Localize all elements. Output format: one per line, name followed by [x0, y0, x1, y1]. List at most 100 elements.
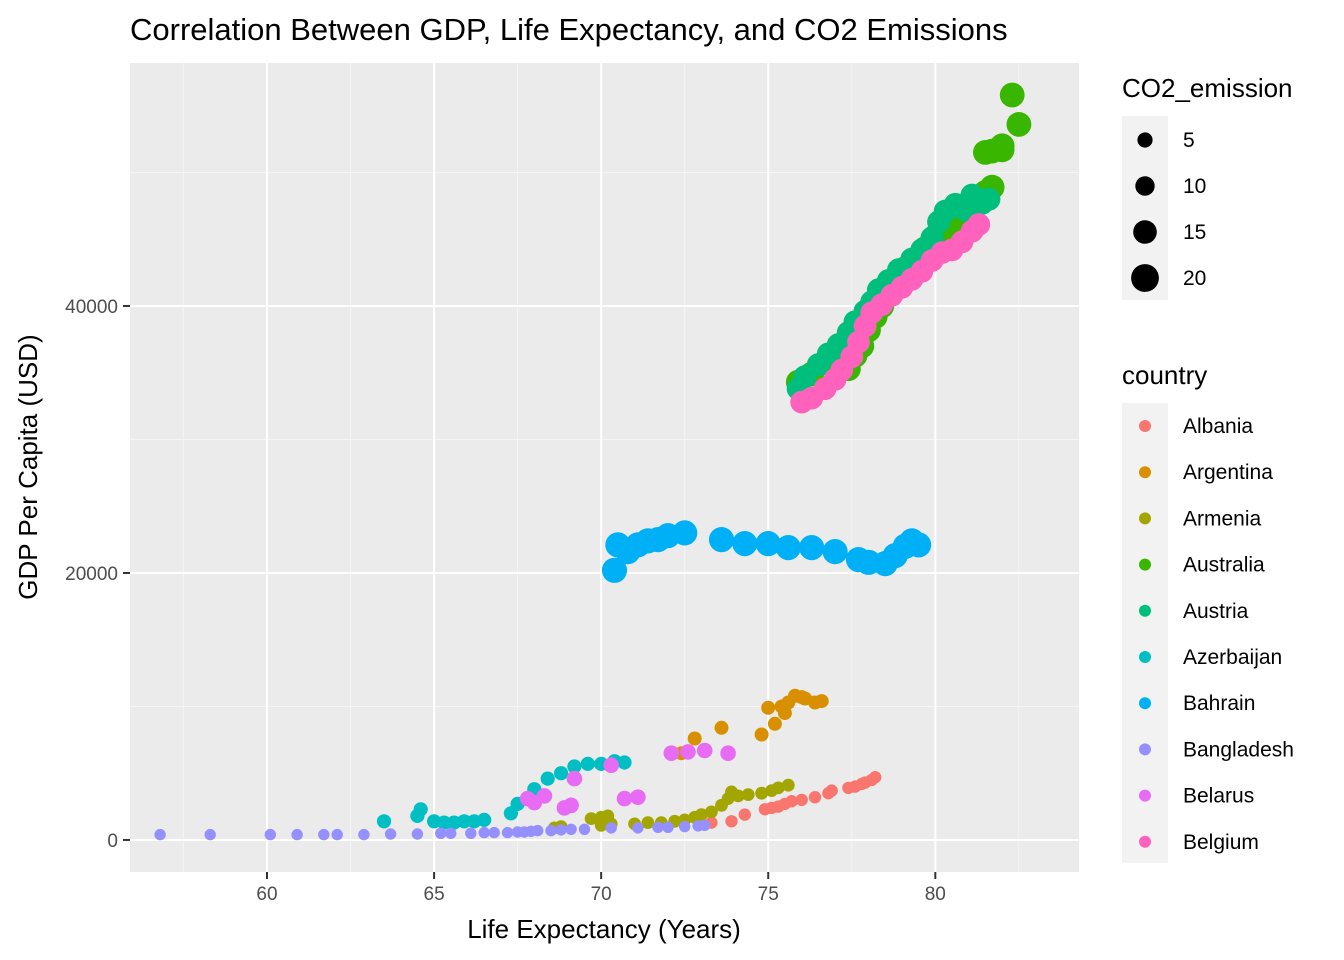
data-point	[906, 532, 932, 558]
series-argentina	[674, 688, 829, 761]
data-point	[732, 531, 758, 557]
country-legend-label: Bahrain	[1183, 692, 1255, 715]
data-point	[731, 789, 745, 803]
data-point	[578, 823, 591, 835]
data-point	[540, 771, 555, 786]
series-albania	[705, 771, 882, 829]
country-legend-label: Albania	[1183, 415, 1253, 438]
data-point	[331, 828, 343, 841]
data-point	[435, 827, 447, 839]
data-point	[741, 788, 755, 801]
data-point	[738, 808, 751, 821]
data-point	[785, 795, 798, 808]
data-points	[154, 82, 1032, 841]
data-point	[754, 727, 769, 742]
data-point	[725, 815, 738, 828]
data-point	[767, 716, 782, 731]
data-point	[989, 137, 1015, 163]
y-tick-label: 0	[107, 831, 118, 852]
chart-title: Correlation Between GDP, Life Expectancy…	[130, 12, 1008, 47]
size-legend-title: CO2_emission	[1122, 73, 1293, 103]
country-legend-key	[1139, 697, 1151, 710]
data-point	[457, 814, 472, 829]
data-point	[536, 788, 553, 804]
y-tick-label: 20000	[65, 564, 118, 585]
size-legend: CO2_emission 5 10 15 20	[1122, 73, 1293, 300]
country-legend-label: Armenia	[1183, 507, 1262, 530]
country-legend-label: Belarus	[1183, 785, 1254, 808]
data-point	[605, 822, 617, 834]
data-point	[565, 823, 577, 835]
data-point	[204, 828, 216, 841]
grid-lines	[130, 63, 1079, 872]
data-point	[775, 535, 801, 561]
x-tick-label: 75	[758, 884, 779, 905]
data-point	[580, 756, 595, 772]
data-point	[566, 770, 583, 787]
data-point	[777, 706, 792, 721]
x-tick-label: 65	[424, 884, 445, 905]
data-point	[563, 797, 579, 814]
data-point	[411, 828, 424, 840]
data-point	[488, 826, 500, 839]
data-point	[755, 531, 781, 557]
data-point	[977, 187, 1001, 211]
data-point	[680, 744, 696, 760]
data-point	[687, 731, 702, 746]
country-legend-key	[1139, 651, 1151, 663]
series-bahrain	[601, 520, 932, 583]
data-point	[545, 824, 557, 837]
data-point	[720, 745, 736, 761]
data-point	[445, 827, 457, 839]
data-point	[755, 786, 768, 800]
data-point	[799, 535, 825, 561]
data-point	[632, 822, 644, 834]
series-belarus	[519, 742, 736, 816]
country-legend-key	[1139, 466, 1151, 479]
data-point	[699, 819, 711, 831]
size-legend-key	[1135, 176, 1155, 196]
data-point	[662, 821, 674, 833]
data-point	[771, 781, 785, 795]
data-point	[825, 784, 838, 797]
data-point	[532, 824, 544, 837]
data-point	[714, 720, 729, 735]
country-legend-label: Belgium	[1183, 831, 1259, 854]
country-legend-label: Austria	[1183, 600, 1249, 623]
data-point	[672, 520, 698, 546]
data-point	[795, 793, 808, 807]
country-legend-key	[1139, 512, 1151, 525]
data-point	[594, 818, 608, 832]
data-point	[695, 808, 708, 821]
data-point	[567, 759, 582, 774]
country-legend-key	[1139, 420, 1151, 432]
country-legend-key	[1139, 558, 1151, 571]
size-legend-label: 15	[1183, 221, 1206, 244]
country-legend-key	[1139, 835, 1151, 848]
data-point	[696, 742, 713, 759]
country-legend-label: Bangladesh	[1183, 738, 1294, 761]
data-point	[708, 527, 735, 553]
data-point	[154, 828, 166, 841]
country-legend-label: Azerbaijan	[1183, 646, 1282, 669]
size-legend-label: 20	[1183, 267, 1206, 290]
size-legend-label: 5	[1183, 129, 1195, 152]
data-point	[705, 805, 718, 819]
series-austria	[786, 183, 1001, 401]
data-point	[291, 828, 303, 841]
data-point	[584, 812, 598, 825]
data-point	[358, 828, 370, 841]
data-point	[1006, 112, 1032, 137]
data-point	[554, 766, 569, 781]
data-point	[478, 826, 490, 839]
data-point	[617, 755, 632, 770]
x-tick-label: 80	[925, 884, 946, 905]
data-point	[679, 820, 691, 833]
size-legend-label: 10	[1183, 175, 1206, 198]
data-point	[616, 790, 633, 807]
country-legend-key	[1139, 743, 1151, 756]
data-point	[465, 827, 477, 839]
axes: 60 65 70 75 80 0 20000 40000	[65, 297, 946, 905]
data-point	[967, 213, 991, 236]
